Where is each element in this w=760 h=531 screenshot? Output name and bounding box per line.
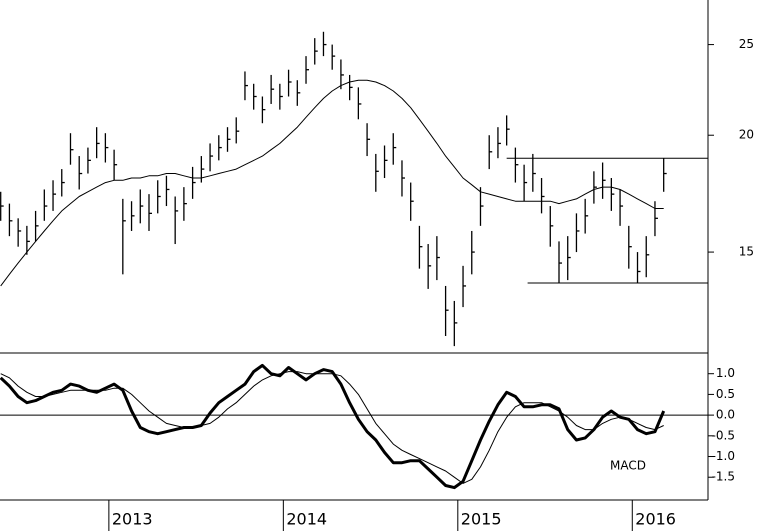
y-tick-label: -0.5 bbox=[712, 428, 735, 442]
y-tick-label: 0.5 bbox=[716, 387, 735, 401]
y-tick-label: 20 bbox=[739, 128, 754, 142]
y-tick-label: 0.0 bbox=[716, 408, 735, 422]
macd-label: MACD bbox=[610, 459, 646, 473]
x-tick-label: 2014 bbox=[286, 510, 327, 529]
y-tick-label: 15 bbox=[739, 245, 754, 259]
y-tick-label: -1.0 bbox=[712, 449, 735, 463]
moving-average bbox=[0, 79, 664, 287]
y-tick-label: 1.0 bbox=[716, 366, 735, 380]
macd-line bbox=[0, 371, 664, 484]
x-tick-label: 2016 bbox=[635, 510, 676, 529]
y-tick-label: 25 bbox=[739, 37, 754, 51]
y-tick-label: -1.5 bbox=[712, 470, 735, 484]
macd-line bbox=[0, 363, 666, 490]
x-tick-label: 2015 bbox=[461, 510, 502, 529]
x-tick-label: 2013 bbox=[112, 510, 153, 529]
